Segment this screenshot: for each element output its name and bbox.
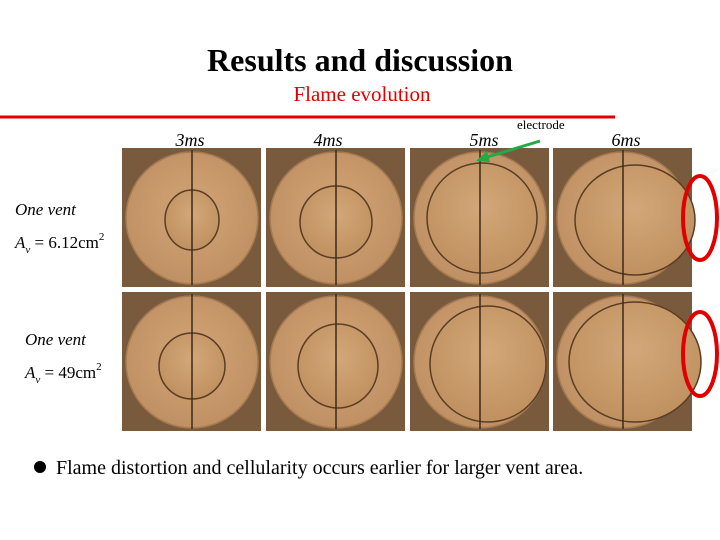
equation: Av = 6.12cm2	[14, 231, 104, 256]
symbol: A	[24, 363, 36, 382]
flame-front	[429, 305, 547, 423]
flame-front	[574, 164, 696, 276]
subscript: v	[25, 244, 30, 256]
superscript: 2	[96, 361, 102, 373]
superscript: 2	[99, 231, 105, 243]
time-label: 5ms	[469, 130, 498, 150]
row-label: One vent	[25, 330, 87, 349]
flame-front	[426, 162, 538, 274]
arrow	[483, 139, 541, 160]
photo-grid	[122, 148, 702, 431]
title: Results and discussion	[207, 42, 513, 78]
flame-front	[297, 323, 379, 409]
bullet-dot	[34, 461, 46, 473]
symbol: A	[14, 233, 26, 252]
electrode-label: electrode	[517, 117, 565, 132]
subtitle: Flame evolution	[293, 82, 431, 106]
highlight	[681, 310, 719, 398]
row-label: One vent	[15, 200, 77, 219]
arrowhead	[476, 151, 490, 162]
bullet-text: Flame distortion and cellularity occurs …	[56, 457, 583, 479]
equation-value: = 6.12cm	[30, 233, 99, 252]
time-label: 4ms	[313, 130, 342, 150]
equation: Av = 49cm2	[24, 361, 102, 386]
equation-value: = 49cm	[40, 363, 96, 382]
subscript: v	[35, 374, 40, 386]
flame-front	[568, 301, 702, 423]
time-label: 6ms	[611, 130, 640, 150]
highlight	[681, 174, 719, 262]
time-label: 3ms	[174, 130, 204, 150]
